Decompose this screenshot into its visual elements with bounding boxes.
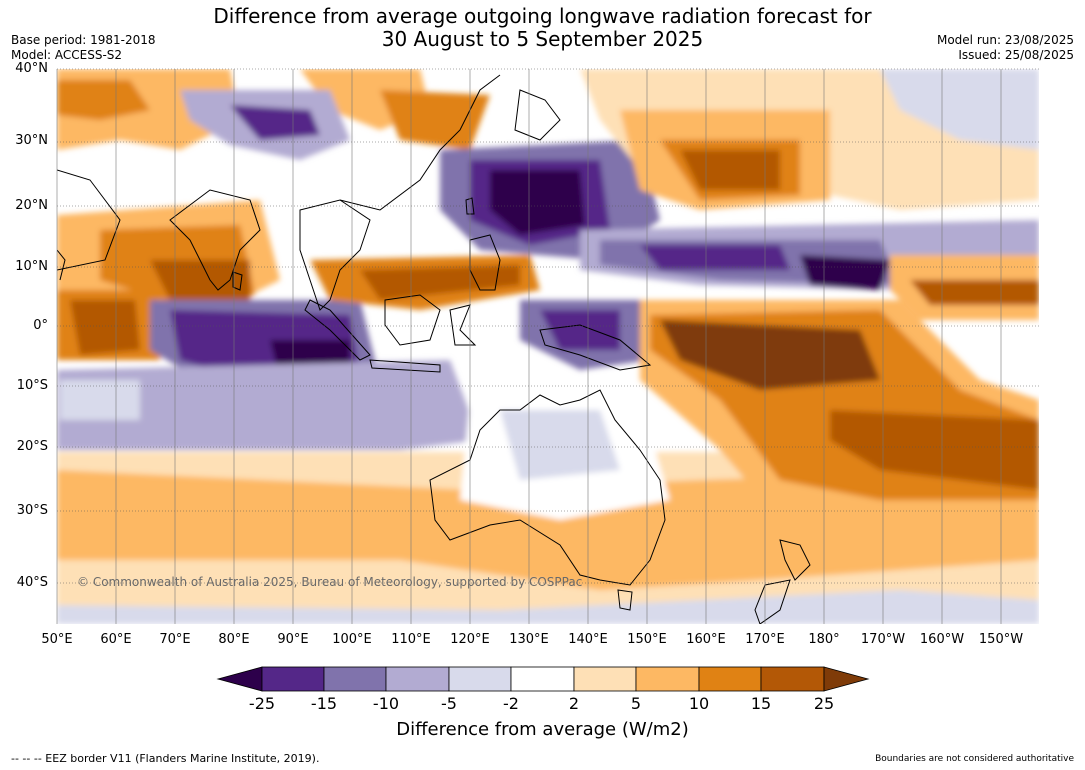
africa-outline (57, 249, 66, 281)
colorbar-bin (261, 666, 325, 692)
colorbar-extend-low (216, 666, 263, 692)
java-outline (369, 359, 441, 373)
issued-date: Issued: 25/08/2025 (958, 48, 1074, 62)
colorbar-bin (698, 666, 762, 692)
lon-label: 140°E (568, 632, 608, 647)
model-run: Model run: 23/08/2025 (936, 33, 1074, 47)
colorbar-tick: -2 (503, 694, 519, 713)
lon-label: 180° (808, 632, 840, 647)
arabia-outline (57, 169, 121, 271)
lon-label: 170°E (745, 632, 785, 647)
tasmania-outline (617, 589, 633, 611)
colorbar-bin (573, 666, 637, 692)
lat-label: 30°S (16, 503, 48, 518)
sulawesi-outline (449, 304, 477, 346)
coastlines (57, 74, 811, 624)
lat-label: 40°N (15, 61, 48, 76)
eez-border-note: -- -- -- EEZ border V11 (Flanders Marine… (11, 752, 320, 765)
map-title-line-2: 30 August to 5 September 2025 (381, 27, 704, 51)
colorbar (216, 666, 870, 692)
lat-label: 40°S (16, 575, 48, 590)
lat-label: 10°S (16, 378, 48, 393)
lon-label: 120°E (450, 632, 490, 647)
colorbar-bin (510, 666, 575, 692)
lat-label: 20°N (15, 198, 48, 213)
colorbar-bin (323, 666, 387, 692)
copyright-notice: © Commonwealth of Australia 2025, Bureau… (77, 575, 583, 589)
lon-label: 160°E (686, 632, 726, 647)
base-period: Base period: 1981-2018 (11, 33, 156, 47)
colorbar-bin (385, 666, 450, 692)
map-title-line-1: Difference from average outgoing longwav… (213, 4, 872, 28)
lon-label: 150°W (978, 632, 1024, 647)
lon-label: 80°E (218, 632, 250, 647)
colorbar-tick: 15 (750, 694, 772, 713)
colorbar-bin (448, 666, 512, 692)
borneo-outline (384, 294, 441, 346)
colorbar-tick: -15 (310, 694, 338, 713)
meridians (56, 69, 1002, 624)
colorbar-tick: 2 (568, 694, 580, 713)
model-name: Model: ACCESS-S2 (11, 48, 123, 62)
anomaly-field (57, 69, 1039, 624)
colorbar-tick: -10 (372, 694, 400, 713)
india-outline (169, 189, 261, 291)
colorbar-title: Difference from average (W/m2) (396, 719, 689, 740)
lat-label: 30°N (15, 133, 48, 148)
new-guinea-outline (539, 324, 652, 371)
new-zealand-north-outline (779, 539, 811, 581)
colorbar-tick: 25 (813, 694, 835, 713)
colorbar-tick: 5 (630, 694, 642, 713)
indochina-outline (299, 199, 371, 311)
colorbar-extend-high (823, 666, 870, 692)
colorbar-bin (760, 666, 825, 692)
sri-lanka-outline (232, 271, 243, 291)
lat-label: 0° (33, 318, 48, 333)
australia-outline (429, 389, 666, 586)
lon-label: 90°E (277, 632, 309, 647)
colorbar-tick: -25 (248, 694, 276, 713)
japan-outline (514, 89, 561, 141)
lon-label: 50°E (41, 632, 73, 647)
lon-label: 160°W (919, 632, 965, 647)
lon-label: 110°E (391, 632, 431, 647)
lon-label: 150°E (627, 632, 667, 647)
boundaries-disclaimer: Boundaries are not considered authoritat… (875, 754, 1074, 764)
lat-label: 20°S (16, 439, 48, 454)
lon-label: 170°W (860, 632, 906, 647)
china-coast-outline (339, 74, 501, 211)
lon-label: 60°E (100, 632, 132, 647)
lon-label: 70°E (159, 632, 191, 647)
lon-label: 100°E (332, 632, 372, 647)
lon-label: 130°E (509, 632, 549, 647)
colorbar-tick: -5 (441, 694, 457, 713)
sumatra-outline (304, 299, 371, 361)
colorbar-tick: 10 (688, 694, 710, 713)
colorbar-bin (635, 666, 700, 692)
new-zealand-south-outline (754, 579, 791, 624)
lat-label: 10°N (15, 259, 48, 274)
